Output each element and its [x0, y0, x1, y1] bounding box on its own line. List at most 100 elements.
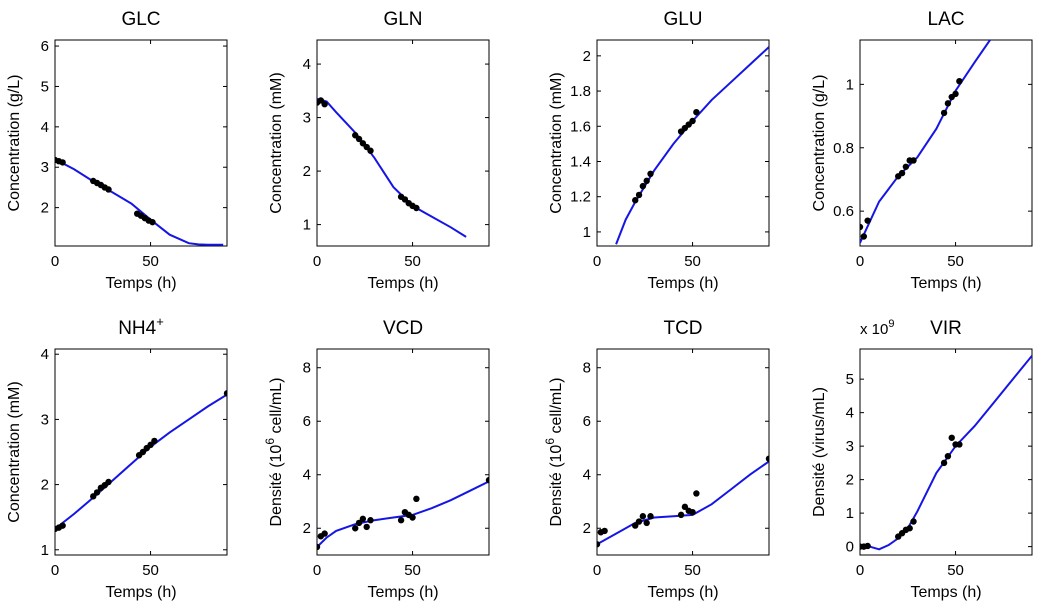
x-axis-label: Temps (h)	[105, 275, 176, 292]
y-tick-label: 6	[583, 413, 591, 430]
y-tick-label: 0.8	[833, 140, 854, 157]
data-point	[363, 523, 370, 531]
data-point	[355, 519, 363, 527]
data-point	[359, 515, 367, 523]
chart-title: GLN	[383, 9, 422, 30]
chart-title: TCD	[663, 318, 702, 339]
y-axis-label: Densité (virus/mL)	[811, 387, 828, 517]
data-point	[321, 530, 328, 537]
x-tick-label: 50	[684, 562, 701, 579]
y-tick-label: 3	[846, 438, 854, 455]
chart-title: GLU	[663, 9, 702, 30]
x-tick-label: 0	[856, 253, 864, 270]
y-axis-label: Concentration (g/L)	[811, 75, 828, 212]
y-tick-label: 0	[846, 539, 854, 556]
y-tick-label: 2	[583, 520, 591, 537]
data-point	[397, 517, 405, 524]
data-point	[765, 455, 769, 462]
data-point	[689, 508, 696, 516]
data-point	[413, 204, 420, 212]
x-axis-label: Temps (h)	[367, 275, 438, 292]
y-tick-label: 2	[583, 48, 591, 65]
data-point	[647, 513, 654, 520]
axes-frame	[859, 348, 1033, 556]
fit-curve-line	[55, 393, 227, 530]
y-tick-label: 2	[41, 477, 49, 494]
panel-tcd: 0 50 2 4 6 8 TCD Temps (h) Densité (106 cell/mL)	[543, 318, 770, 601]
panel-glu: 0 50 1 1.2 1.4 1.6 1.8 2 GLU Temps (h) Concentrati…	[548, 9, 770, 292]
y-tick-label: 4	[303, 56, 311, 73]
data-point	[693, 108, 700, 116]
x-tick-label: 50	[684, 253, 701, 270]
x-axis-label: Temps (h)	[647, 275, 718, 292]
data-point	[413, 495, 420, 503]
x-tick-label: 0	[593, 253, 601, 270]
plot-area	[860, 355, 1032, 551]
axes-frame	[54, 39, 228, 247]
data-point	[864, 542, 871, 550]
data-point	[635, 191, 643, 199]
y-tick-label: 1	[41, 542, 49, 559]
x-tick-label: 0	[856, 562, 864, 579]
data-point	[944, 452, 952, 460]
axes-frame	[54, 348, 228, 556]
axes-frame	[596, 39, 770, 247]
chart-title: NH4+	[118, 314, 164, 339]
panel-vir: 0 50 0 1 2 3 4 5 VIR x 109 Temps (h) Densité (virus…	[811, 318, 1033, 601]
data-point	[632, 522, 639, 529]
data-point	[151, 437, 158, 445]
fit-curve-line	[615, 46, 769, 245]
y-tick-label: 2	[303, 163, 311, 180]
y-tick-label: 5	[41, 78, 49, 95]
data-point	[689, 117, 696, 125]
chart-title: VCD	[383, 318, 423, 339]
fit-curve-line	[597, 460, 769, 546]
data-point	[940, 459, 948, 467]
data-point	[317, 543, 321, 551]
data-point	[147, 441, 154, 449]
y-axis-label: Concentration (mM)	[6, 381, 23, 522]
x-tick-label: 0	[313, 562, 321, 579]
y-tick-label: 3	[41, 411, 49, 428]
panel-glc: 0 50 2 3 4 5 6 GLC Temps (h) Concentration (g/L)	[6, 9, 228, 292]
data-point	[860, 223, 864, 231]
data-point	[59, 159, 66, 166]
plot-area	[597, 455, 769, 548]
data-point	[906, 525, 913, 532]
y-tick-label: 4	[846, 405, 854, 422]
data-point	[643, 519, 650, 527]
data-point	[677, 511, 685, 519]
axis-scale-label: x 109	[860, 318, 894, 338]
y-tick-label: 0.6	[833, 203, 854, 220]
y-axis-label: Concentration (g/L)	[6, 75, 23, 212]
axes-frame	[859, 39, 1033, 247]
y-tick-label: 8	[583, 360, 591, 377]
panel-lac: 0 50 0.6 0.8 1 LAC Temps (h) Concentration (g/L…	[811, 9, 1033, 292]
x-tick-label: 50	[142, 562, 159, 579]
data-point	[149, 218, 156, 226]
x-tick-label: 0	[51, 253, 59, 270]
x-axis-label: Temps (h)	[647, 584, 718, 601]
axes-frame	[596, 348, 770, 556]
fit-curve-line	[317, 480, 489, 548]
data-point	[860, 233, 868, 240]
data-point	[367, 517, 374, 524]
plot-area	[317, 476, 489, 551]
x-tick-label: 0	[313, 253, 321, 270]
data-point	[409, 514, 416, 521]
data-point	[902, 163, 910, 170]
y-tick-label: 1.8	[570, 83, 591, 100]
data-point	[601, 527, 608, 535]
plot-area	[55, 390, 227, 533]
data-point	[952, 90, 959, 98]
data-point	[681, 503, 689, 511]
y-axis-label: Densité (106 cell/mL)	[263, 378, 285, 527]
data-point	[90, 493, 97, 500]
data-point	[910, 518, 917, 525]
y-tick-label: 3	[41, 159, 49, 176]
data-point	[352, 525, 359, 532]
data-point	[948, 434, 955, 441]
fit-curve-line	[55, 158, 224, 246]
panel-gln: 0 50 1 2 3 4 GLN Temps (h) Concentration (mM)	[268, 9, 490, 292]
